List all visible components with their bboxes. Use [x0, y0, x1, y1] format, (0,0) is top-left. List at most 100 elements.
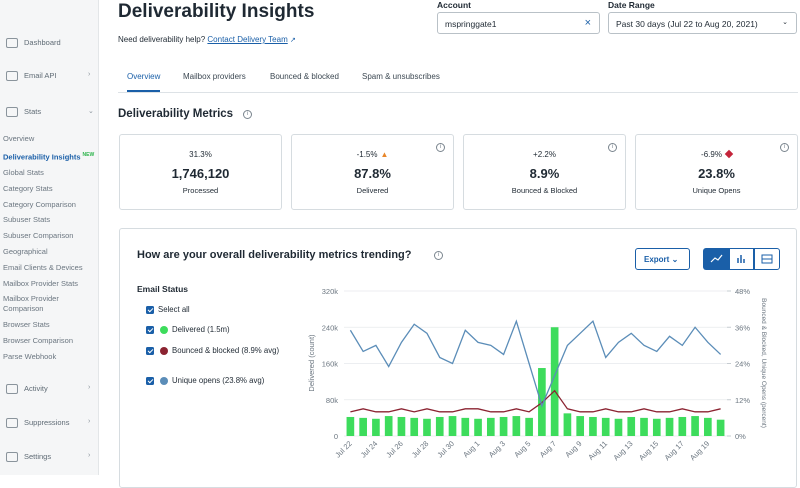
nav-item[interactable]: Activity	[24, 384, 48, 393]
x-tick-label: Aug 17	[663, 439, 686, 462]
account-label: Account	[437, 0, 471, 10]
submenu-item[interactable]: Category Comparison	[3, 197, 95, 213]
x-tick-label: Jul 28	[410, 439, 431, 460]
metric-card: -6.9% 23.8% Unique Opens i	[635, 134, 798, 210]
bar	[410, 417, 419, 436]
metric-label: Unique Opens	[692, 186, 741, 195]
submenu-item[interactable]: Mailbox Provider Comparison	[3, 291, 95, 317]
bar	[359, 417, 367, 436]
tab[interactable]: Mailbox providers	[183, 72, 246, 81]
checkbox[interactable]	[146, 347, 154, 355]
nav-item[interactable]: Suppressions	[24, 418, 70, 427]
submenu-item[interactable]: Browser Stats	[3, 317, 95, 333]
bar	[397, 416, 406, 436]
submenu-item[interactable]: Overview	[3, 131, 95, 147]
bar-view-button[interactable]	[729, 248, 754, 270]
new-badge: NEW	[82, 151, 95, 158]
change-text: 31.3%	[189, 150, 212, 159]
trend-title: How are your overall deliverability metr…	[137, 249, 412, 261]
checkbox[interactable]	[146, 377, 154, 385]
info-icon[interactable]: i	[608, 143, 617, 152]
nav-item[interactable]: Email API	[24, 71, 57, 80]
submenu-item[interactable]: Subuser Comparison	[3, 228, 95, 244]
legend-dot	[160, 326, 168, 334]
info-icon[interactable]: i	[434, 251, 443, 260]
account-input[interactable]: mspringgate1 ×	[437, 12, 600, 34]
info-icon[interactable]: i	[780, 143, 789, 152]
account-value: mspringgate1	[445, 19, 497, 29]
metric-card: +2.2% 8.9% Bounced & Blocked i	[463, 134, 626, 210]
info-icon[interactable]: i	[243, 110, 252, 119]
y2-axis-title: Bounced & Blocked, Unique Opens (percent…	[760, 298, 767, 428]
tab[interactable]: Overview	[127, 72, 161, 92]
legend-label[interactable]: Bounced & blocked (8.9% avg)	[172, 346, 280, 355]
checkbox[interactable]	[146, 306, 154, 314]
x-tick-label: Jul 22	[333, 439, 354, 460]
bar	[486, 417, 495, 436]
legend-label[interactable]: Unique opens (23.8% avg)	[172, 376, 265, 385]
x-tick-label: Aug 11	[586, 439, 609, 462]
bar	[346, 416, 355, 436]
bar	[525, 417, 533, 436]
bar	[384, 416, 393, 436]
submenu-label: Parse Webhook	[3, 351, 57, 361]
x-tick-label: Aug 15	[637, 439, 660, 462]
y-axis-title: Delivered (count)	[307, 334, 316, 392]
bar	[563, 413, 572, 436]
chevron: ›	[88, 71, 91, 78]
nav-icon	[6, 418, 18, 428]
chevron: ⌄	[88, 108, 94, 115]
metric-value: 23.8%	[698, 166, 735, 181]
x-tick-label: Aug 7	[538, 439, 558, 459]
bar	[589, 416, 597, 436]
bar	[614, 418, 623, 436]
help-text: Need deliverability help? Contact Delive…	[118, 35, 296, 44]
metric-card: -1.5% ▲ 87.8% Delivered i	[291, 134, 454, 210]
submenu-item[interactable]: Geographical	[3, 244, 95, 260]
x-tick-label: Aug 13	[611, 439, 634, 462]
date-select[interactable]: Past 30 days (Jul 22 to Aug 20, 2021) ⌄	[608, 12, 797, 34]
help-link[interactable]: Contact Delivery Team	[207, 35, 288, 44]
bar	[372, 418, 380, 436]
legend-dot	[160, 377, 168, 385]
tab[interactable]: Bounced & blocked	[270, 72, 339, 81]
export-button[interactable]: Export ⌄	[635, 248, 690, 270]
submenu-item[interactable]: Global Stats	[3, 165, 95, 181]
select-all[interactable]: Select all	[158, 305, 190, 314]
line-view-button[interactable]	[703, 248, 729, 270]
submenu-label: Mailbox Provider Stats	[3, 278, 79, 288]
submenu-item[interactable]: Subuser Stats	[3, 212, 95, 228]
nav-item[interactable]: Settings	[24, 452, 52, 461]
submenu-item[interactable]: Parse Webhook	[3, 349, 95, 365]
bar	[474, 418, 482, 436]
metric-value: 87.8%	[354, 166, 391, 181]
bar	[652, 418, 661, 436]
bar	[601, 417, 610, 436]
sidebar: Overview Deliverability Insights NEW Global…	[0, 0, 99, 475]
y2-tick-label: 0%	[735, 432, 746, 441]
submenu-item[interactable]: Email Clients & Devices	[3, 260, 95, 276]
submenu-label: Overview	[3, 134, 35, 143]
bar	[627, 416, 636, 436]
submenu-item[interactable]: Deliverability Insights NEW	[3, 147, 95, 165]
bar	[704, 417, 712, 436]
submenu-item[interactable]: Browser Comparison	[3, 333, 95, 349]
page-title: Deliverability Insights	[118, 1, 315, 22]
nav-item[interactable]: Stats	[24, 107, 42, 116]
date-label: Date Range	[608, 0, 655, 10]
checkbox[interactable]	[146, 326, 154, 334]
submenu-item[interactable]: Mailbox Provider Stats	[3, 276, 95, 292]
legend-label[interactable]: Delivered (1.5m)	[172, 325, 230, 334]
x-tick-label: Aug 19	[688, 439, 711, 462]
nav-item[interactable]: Dashboard	[24, 38, 61, 47]
y-tick-label: 160k	[322, 360, 339, 369]
submenu-item[interactable]: Category Stats	[3, 181, 95, 197]
bar	[576, 416, 585, 436]
x-tick-label: Aug 5	[512, 439, 532, 459]
info-icon[interactable]: i	[436, 143, 445, 152]
submenu-label: Email Clients & Devices	[3, 262, 83, 272]
tab[interactable]: Spam & unsubscribes	[362, 72, 440, 81]
chart: Delivered (count) Bounced & Blocked, Uni…	[307, 287, 767, 462]
y2-tick-label: 24%	[735, 360, 750, 369]
table-view-button[interactable]	[754, 248, 780, 270]
